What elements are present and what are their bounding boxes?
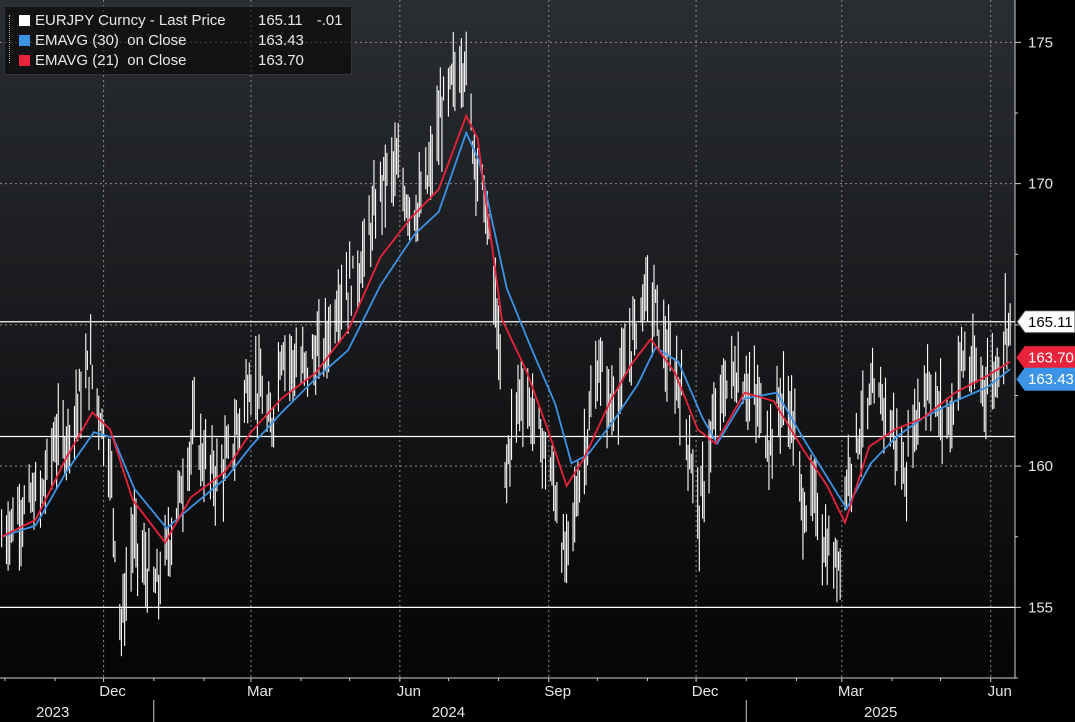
value-tags: 165.11 163.70 163.43 [1016,310,1075,391]
legend-ema30-label: EMAVG (30) on Close [35,31,187,49]
ema30-line [1,130,1011,538]
value-tag-label: 163.43 [1028,371,1074,388]
x-month-label: Dec [692,683,719,700]
x-year-label: 2025 [864,704,897,721]
plot-area [0,0,1015,678]
series-layer [1,31,1011,657]
legend-ema21-value: 163.70 [258,51,304,69]
value-tag-label: 163.70 [1028,350,1074,367]
value-tag-label: 165.11 [1028,314,1073,331]
reference-lines [0,321,1015,608]
x-year-label: 2024 [432,704,465,721]
legend-tree-connector [9,15,16,63]
legend-swatch-ema21 [19,54,30,66]
legend-swatch-ema30 [19,34,30,46]
y-tick-label: 160 [1028,458,1053,475]
legend-row-price: EURJPY Curncy - Last Price 165.11 -.01 [9,10,343,30]
legend-row-ema21: EMAVG (21) on Close 163.70 [9,50,343,70]
x-month-label: Mar [838,683,864,700]
x-year-label: 2023 [36,704,69,721]
x-tick-labels: Dec Mar Jun Sep Dec Mar Jun 2023 2024 2025 [4,678,1012,722]
legend-ema21-label: EMAVG (21) on Close [35,51,187,69]
y-tick-label: 155 [1028,599,1053,616]
value-tag [1016,310,1075,334]
legend-price-change: -.01 [316,11,343,29]
legend-ema30-value: 163.43 [258,31,304,49]
x-month-label: Jun [397,683,421,700]
x-month-label: Mar [247,683,273,700]
value-tag [1016,346,1075,370]
x-month-label: Dec [99,683,126,700]
x-month-label: Sep [544,683,571,700]
x-month-label: Jun [988,683,1012,700]
y-tick-label: 170 [1028,176,1053,193]
legend-price-label: EURJPY Curncy - Last Price [35,11,226,29]
legend-swatch-price [19,14,30,26]
value-tag [1016,367,1075,391]
legend-row-ema30: EMAVG (30) on Close 163.43 [9,30,343,50]
legend-price-value: 165.11 [258,11,303,29]
ema21-line [1,113,1011,545]
chart-legend: EURJPY Curncy - Last Price 165.11 -.01 E… [4,6,352,75]
y-tick-label: 175 [1028,34,1053,51]
